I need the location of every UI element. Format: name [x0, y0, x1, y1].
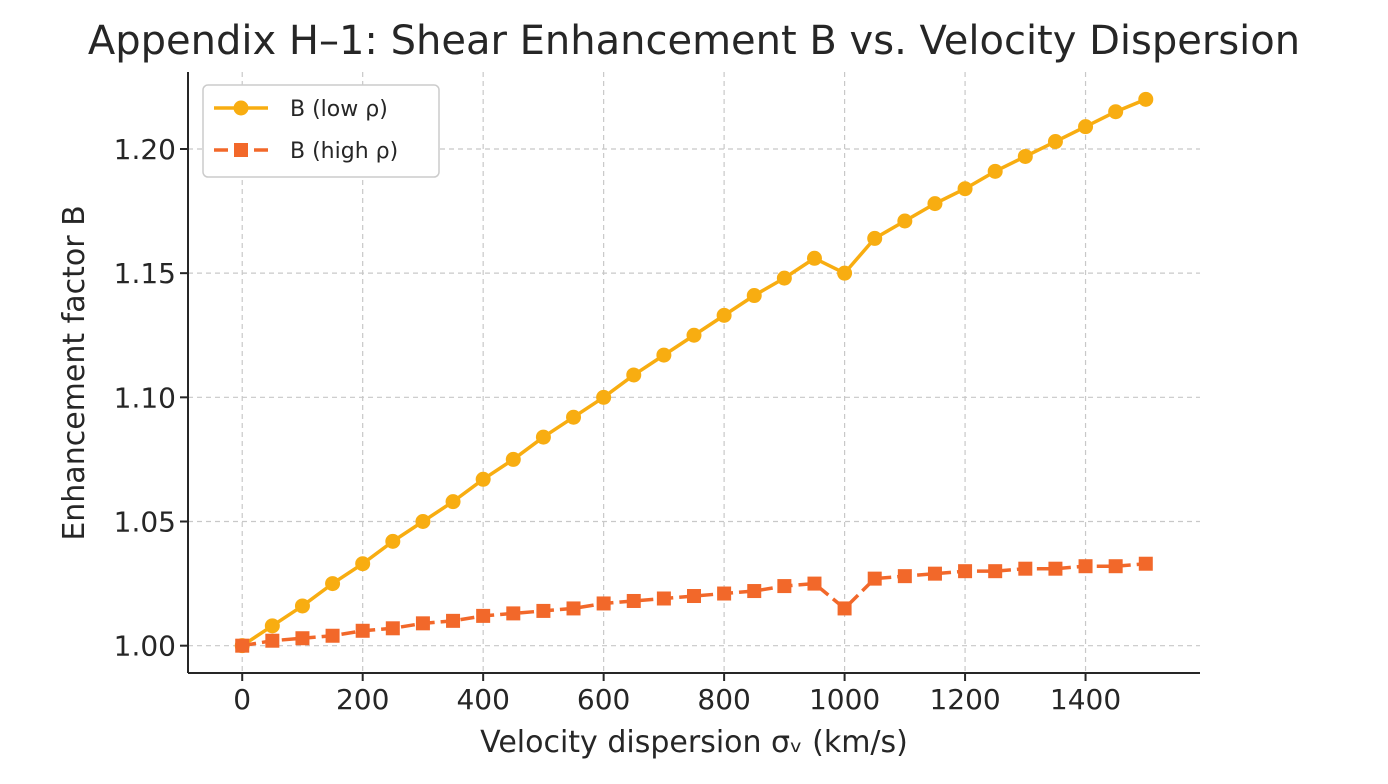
chart-title: Appendix H–1: Shear Enhancement B vs. Ve…: [88, 18, 1300, 64]
x-tick-label: 1400: [1050, 683, 1121, 716]
data-point-high-rho: [476, 608, 491, 623]
data-point-high-rho: [717, 586, 732, 601]
data-point-low-rho: [1017, 148, 1033, 164]
y-tick-label: 1.15: [114, 257, 176, 290]
x-tick-label: 600: [577, 683, 630, 716]
data-point-low-rho: [445, 494, 461, 510]
data-point-low-rho: [776, 270, 792, 286]
y-tick-label: 1.00: [114, 630, 176, 663]
x-tick-label: 200: [336, 683, 389, 716]
data-point-high-rho: [536, 603, 551, 618]
data-point-high-rho: [927, 566, 942, 581]
data-point-high-rho: [897, 569, 912, 584]
data-point-high-rho: [1138, 556, 1153, 571]
data-point-high-rho: [385, 621, 400, 636]
y-tick-label: 1.05: [114, 506, 176, 539]
data-point-high-rho: [1108, 559, 1123, 574]
data-point-low-rho: [806, 250, 822, 266]
legend-label-high-rho: B (high ρ): [290, 139, 398, 164]
data-point-high-rho: [596, 596, 611, 611]
data-point-high-rho: [325, 628, 340, 643]
grid: [188, 72, 1200, 673]
data-point-low-rho: [837, 265, 853, 281]
legend-marker-low-rho: [233, 100, 249, 116]
y-axis-label: Enhancement factor B: [57, 205, 92, 540]
data-point-high-rho: [566, 601, 581, 616]
data-point-high-rho: [747, 584, 762, 599]
data-point-low-rho: [325, 576, 341, 592]
data-point-low-rho: [987, 163, 1003, 179]
x-tick-label: 800: [697, 683, 750, 716]
data-point-low-rho: [535, 429, 551, 445]
y-tick-label: 1.10: [114, 381, 176, 414]
data-point-high-rho: [867, 571, 882, 586]
legend-label-low-rho: B (low ρ): [290, 97, 388, 122]
data-point-low-rho: [596, 389, 612, 405]
data-point-high-rho: [355, 623, 370, 638]
data-point-high-rho: [837, 601, 852, 616]
x-axis-label: Velocity dispersion σᵥ (km/s): [480, 725, 908, 760]
x-tick-label: 1000: [809, 683, 880, 716]
data-point-high-rho: [777, 579, 792, 594]
legend-item-high-rho: B (high ρ): [214, 139, 398, 164]
series-low-rho: [234, 91, 1154, 654]
data-point-high-rho: [626, 593, 641, 608]
legend-marker-high-rho: [234, 143, 248, 157]
data-point-high-rho: [1018, 561, 1033, 576]
data-point-high-rho: [415, 616, 430, 631]
data-point-low-rho: [1108, 104, 1124, 120]
legend-items: B (low ρ) B (high ρ): [214, 97, 398, 164]
series-layer: [234, 91, 1154, 654]
data-point-high-rho: [506, 606, 521, 621]
data-point-high-rho: [656, 591, 671, 606]
data-point-high-rho: [1048, 561, 1063, 576]
data-point-low-rho: [566, 409, 582, 425]
data-point-low-rho: [264, 618, 280, 634]
data-point-low-rho: [867, 230, 883, 246]
data-point-high-rho: [687, 589, 701, 604]
data-point-low-rho: [626, 367, 642, 383]
data-point-low-rho: [957, 181, 973, 197]
data-point-low-rho: [716, 307, 732, 323]
data-point-low-rho: [927, 196, 943, 212]
data-point-low-rho: [1078, 119, 1094, 135]
x-tick-label: 1200: [929, 683, 1000, 716]
data-point-low-rho: [746, 288, 762, 304]
data-point-high-rho: [958, 564, 973, 579]
data-point-high-rho: [295, 631, 310, 646]
axes: [187, 72, 1200, 674]
data-point-low-rho: [1047, 134, 1063, 150]
data-point-low-rho: [656, 347, 672, 363]
data-point-low-rho: [475, 471, 491, 487]
data-point-low-rho: [897, 213, 913, 229]
series-line-high-rho: [241, 561, 1146, 648]
data-point-low-rho: [686, 327, 702, 343]
data-point-high-rho: [235, 638, 250, 653]
x-tick-label: 400: [456, 683, 509, 716]
data-point-low-rho: [505, 451, 521, 467]
data-point-high-rho: [988, 564, 1003, 579]
data-point-low-rho: [294, 598, 310, 614]
legend: B (low ρ) B (high ρ): [202, 84, 440, 178]
legend-item-low-rho: B (low ρ): [214, 97, 388, 122]
ticks: 0 200 400 600 800 1000 1200 1400 1.00 1.05 1.10 1.1…: [114, 133, 1122, 716]
data-point-low-rho: [355, 556, 371, 572]
data-point-low-rho: [1138, 91, 1154, 107]
data-point-high-rho: [1078, 559, 1093, 574]
data-point-low-rho: [415, 514, 431, 530]
data-point-high-rho: [265, 633, 280, 648]
data-point-high-rho: [807, 576, 822, 591]
y-tick-label: 1.20: [114, 133, 176, 166]
x-tick-label: 0: [233, 683, 251, 716]
data-point-high-rho: [446, 613, 461, 628]
data-point-low-rho: [385, 533, 401, 549]
series-high-rho: [235, 556, 1153, 653]
series-line-low-rho: [241, 97, 1147, 648]
